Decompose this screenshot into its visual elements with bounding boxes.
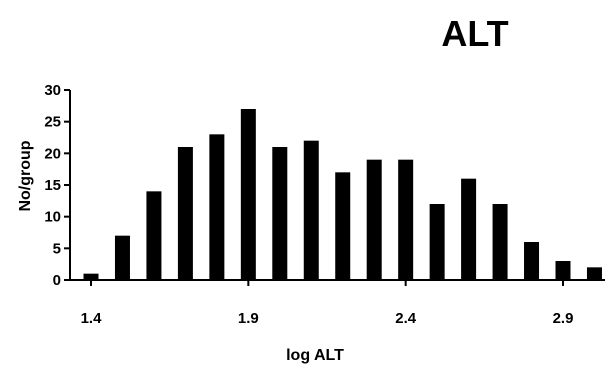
x-tick-label: 2.4 — [395, 310, 417, 327]
bar — [303, 140, 319, 280]
x-axis: 1.4 1.9 2.4 2.9 — [70, 279, 605, 327]
bar — [524, 242, 540, 280]
bar — [366, 159, 382, 280]
bar — [209, 134, 225, 280]
bar — [429, 204, 445, 280]
y-tick-label: 5 — [53, 240, 61, 257]
x-tick-label: 1.9 — [238, 310, 259, 327]
bar — [398, 159, 414, 280]
bar — [272, 147, 288, 280]
bar — [461, 178, 477, 280]
y-axis: 0 5 10 15 20 25 30 — [44, 82, 71, 289]
y-tick-label: 0 — [53, 272, 61, 289]
bar — [586, 267, 602, 280]
bar — [177, 147, 193, 280]
bar — [555, 261, 571, 280]
x-tick-label: 1.4 — [81, 310, 103, 327]
y-tick-label: 30 — [44, 82, 61, 99]
bar — [492, 204, 508, 280]
bar — [114, 235, 130, 280]
y-axis-label: No/group — [17, 140, 34, 211]
y-tick-label: 10 — [44, 209, 61, 226]
bar — [146, 191, 162, 280]
bar — [83, 273, 99, 280]
y-tick-label: 25 — [44, 114, 61, 131]
chart-title: ALT — [441, 13, 508, 54]
bar — [240, 109, 256, 280]
bars — [83, 109, 602, 280]
x-tick-label: 2.9 — [553, 310, 574, 327]
x-axis-label: log ALT — [286, 347, 344, 364]
y-tick-label: 15 — [44, 177, 61, 194]
bar — [335, 172, 351, 280]
y-tick-label: 20 — [44, 145, 61, 162]
